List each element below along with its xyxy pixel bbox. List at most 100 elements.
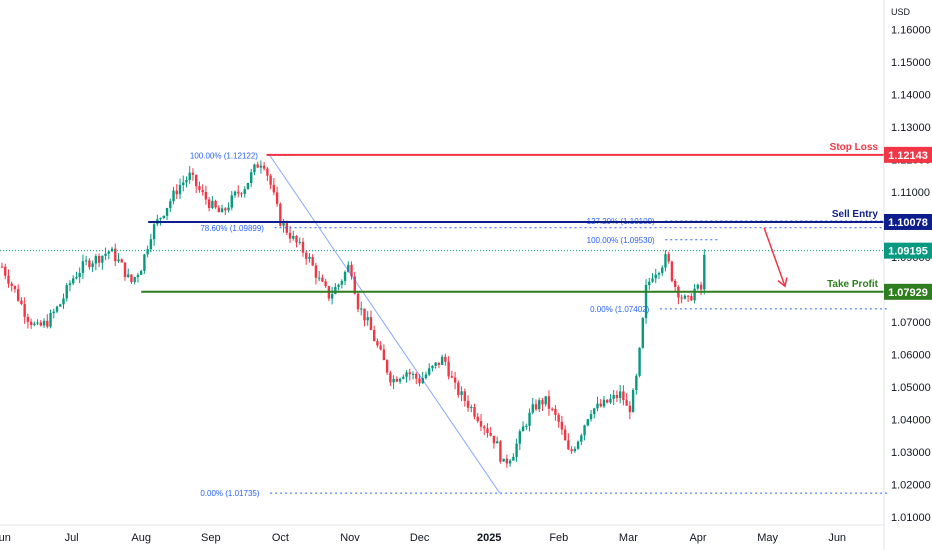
candle-body <box>350 264 353 277</box>
candle-body <box>670 261 674 281</box>
candle-body <box>398 378 402 382</box>
candle-body <box>314 265 318 278</box>
candle-body <box>259 165 263 168</box>
candle-body <box>301 241 305 253</box>
candle-body <box>615 395 619 398</box>
candle-body <box>557 414 560 422</box>
candle-body <box>62 298 65 305</box>
candle-body <box>560 421 564 430</box>
candle-body <box>139 270 143 275</box>
candle-body <box>130 274 133 282</box>
y-tick-label: 1.02000 <box>891 480 931 492</box>
candle-body <box>107 251 111 254</box>
candle-body <box>492 435 496 444</box>
candle-body <box>444 356 447 362</box>
arrow-shaft <box>763 227 786 287</box>
x-tick-label: May <box>757 532 778 544</box>
candle-body <box>389 372 392 383</box>
candle-body <box>499 441 502 462</box>
candle-body <box>635 375 638 390</box>
price-tag-value: 1.07929 <box>888 287 928 299</box>
candle-body <box>182 182 185 186</box>
candle-body <box>372 330 376 342</box>
candle-body <box>369 317 373 331</box>
candle-body <box>275 192 279 204</box>
candle-body <box>233 191 237 196</box>
candle-body <box>699 284 703 290</box>
candle-body <box>188 172 191 180</box>
price-tag-value: 1.12143 <box>888 150 928 162</box>
fib-level-label: 100.00% (1.09530) <box>587 236 655 245</box>
candle-body <box>220 208 224 213</box>
candle-body <box>651 278 654 282</box>
candle-body <box>288 232 292 239</box>
candle-body <box>576 441 580 449</box>
candle-body <box>266 168 269 176</box>
candle-body <box>330 294 334 299</box>
candle-body <box>282 223 285 226</box>
candle-body <box>88 260 91 268</box>
fib-trend-line <box>269 155 501 494</box>
candle-body <box>408 372 411 375</box>
candle-body <box>334 286 337 295</box>
candle-body <box>638 347 641 376</box>
projection-arrow <box>763 227 788 288</box>
candle-body <box>599 403 602 407</box>
candle-body <box>690 296 693 301</box>
candle-body <box>224 208 227 211</box>
price-axis[interactable]: 1.160001.150001.140001.130001.120001.110… <box>891 25 931 525</box>
candle-body <box>376 341 379 346</box>
candle-body <box>657 273 661 275</box>
current-price-value: 1.09195 <box>888 246 928 258</box>
candle-body <box>531 404 534 413</box>
candle-body <box>194 174 198 187</box>
candle-body <box>295 235 298 243</box>
candle-body <box>544 396 547 405</box>
candle-body <box>664 254 667 268</box>
x-tick-label: Feb <box>549 532 568 544</box>
candle-body <box>340 280 344 285</box>
y-tick-label: 1.11000 <box>891 187 930 199</box>
candle-body <box>428 368 431 375</box>
candle-body <box>20 300 23 305</box>
candle-body <box>648 281 651 286</box>
candle-body <box>321 277 324 282</box>
candle-body <box>72 278 75 284</box>
fib-level-label: 0.00% (1.01735) <box>200 489 259 498</box>
candle-body <box>418 378 421 384</box>
candle-body <box>305 252 308 259</box>
candle-body <box>476 416 479 422</box>
y-tick-label: 1.13000 <box>891 122 931 134</box>
candle-body <box>110 248 114 252</box>
price-tag-value: 1.10078 <box>888 217 928 229</box>
candle-body <box>644 285 648 319</box>
candle-body <box>515 443 518 457</box>
candle-body <box>84 260 88 262</box>
candle-body <box>385 360 389 373</box>
current-price-tag <box>884 242 932 259</box>
candle-body <box>347 264 350 272</box>
candle-body <box>434 362 437 366</box>
candle-body <box>411 373 415 375</box>
candle-body <box>431 365 434 369</box>
candle-body <box>10 283 13 286</box>
candle-body <box>237 191 240 194</box>
candle-body <box>489 433 492 436</box>
candle-body <box>463 391 467 401</box>
candle-body <box>525 425 528 427</box>
candle-body <box>127 274 130 277</box>
plot-area <box>0 0 884 525</box>
candle-body <box>36 322 39 324</box>
candle-body <box>541 400 544 405</box>
candle-body <box>392 378 395 383</box>
candle-body <box>466 400 470 408</box>
candle-body <box>360 308 363 310</box>
candle-body <box>253 164 256 173</box>
x-tick-label: Jun <box>828 532 846 544</box>
candle-body <box>589 414 593 420</box>
time-axis[interactable]: Jun Jul Aug Sep Oct Nov Dec 2025 Feb Mar Apr May Jun <box>0 532 846 544</box>
candle-body <box>366 317 369 321</box>
candle-body <box>580 435 583 442</box>
candle-body <box>495 441 499 444</box>
